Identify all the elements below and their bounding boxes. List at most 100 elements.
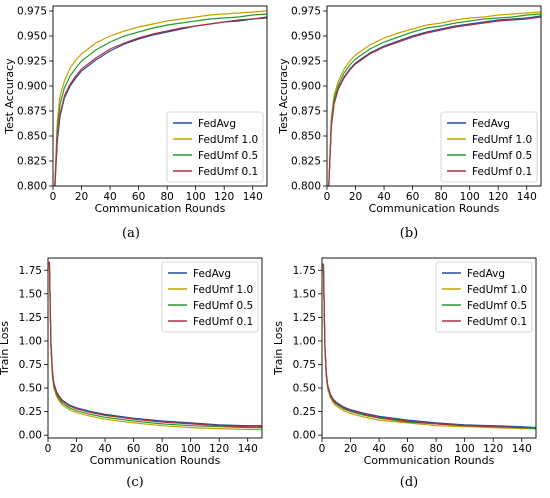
y-axis-label: Train Loss bbox=[0, 321, 11, 376]
y-axis-label: Test Accuracy bbox=[277, 58, 290, 135]
legend-entry: FedAvg bbox=[472, 118, 510, 130]
y-tick-label: 0.75 bbox=[293, 359, 316, 371]
legend-entry: FedAvg bbox=[193, 268, 231, 280]
x-tick-label: 0 bbox=[45, 443, 52, 455]
x-tick-label: 140 bbox=[243, 191, 263, 203]
y-tick-label: 0.800 bbox=[17, 181, 47, 193]
y-tick-label: 0.00 bbox=[293, 430, 316, 442]
series-line-fedumf-0-1 bbox=[48, 261, 262, 428]
x-tick-label: 100 bbox=[460, 191, 480, 203]
y-tick-label: 1.00 bbox=[19, 335, 42, 347]
legend-entry: FedUmf 0.5 bbox=[467, 300, 527, 312]
y-tick-label: 1.25 bbox=[19, 312, 42, 324]
panel-caption: (d) bbox=[400, 475, 418, 490]
y-tick-label: 0.900 bbox=[17, 81, 47, 93]
legend-box bbox=[161, 261, 259, 333]
chart-panel-2: 0 20 40 60 80 100 120 140 0.800 0.825 0.850 0.875 0.… bbox=[277, 5, 542, 241]
x-tick-label: 0 bbox=[324, 191, 331, 203]
x-tick-label: 120 bbox=[214, 191, 234, 203]
y-axis-label: Test Accuracy bbox=[3, 58, 16, 135]
x-tick-label: 120 bbox=[483, 443, 503, 455]
y-tick-label: 0.925 bbox=[291, 56, 321, 68]
plot-frame bbox=[321, 257, 537, 439]
legend-entry: FedUmf 1.0 bbox=[467, 284, 527, 296]
x-axis-label: Communication Rounds bbox=[364, 454, 495, 467]
y-tick-label: 0.925 bbox=[17, 56, 47, 68]
y-tick-label: 0.975 bbox=[291, 6, 321, 18]
x-tick-label: 20 bbox=[75, 191, 88, 203]
legend-box bbox=[440, 111, 538, 183]
x-tick-label: 60 bbox=[127, 443, 140, 455]
legend-entry: FedUmf 1.0 bbox=[472, 134, 532, 146]
y-tick-label: 0.800 bbox=[291, 181, 321, 193]
y-tick-label: 0.825 bbox=[291, 156, 321, 168]
y-tick-label: 0.50 bbox=[293, 383, 316, 395]
series-line-fedumf-0-1 bbox=[328, 16, 541, 186]
y-tick-label: 0.850 bbox=[17, 131, 47, 143]
y-tick-label: 1.00 bbox=[293, 335, 316, 347]
panel-caption: (a) bbox=[122, 226, 140, 241]
plot-frame bbox=[47, 257, 263, 439]
x-tick-label: 40 bbox=[103, 191, 116, 203]
x-tick-label: 80 bbox=[160, 191, 173, 203]
x-tick-label: 40 bbox=[98, 443, 111, 455]
x-tick-label: 100 bbox=[186, 191, 206, 203]
y-tick-label: 0.875 bbox=[17, 106, 47, 118]
y-tick-label: 0.00 bbox=[19, 430, 42, 442]
x-tick-label: 100 bbox=[455, 443, 475, 455]
x-tick-label: 120 bbox=[488, 191, 508, 203]
y-tick-label: 0.900 bbox=[291, 81, 321, 93]
legend-box bbox=[435, 261, 533, 333]
x-tick-label: 0 bbox=[319, 443, 326, 455]
y-tick-label: 0.825 bbox=[17, 156, 47, 168]
series-line-fedumf-1-0 bbox=[54, 10, 267, 186]
y-tick-label: 1.50 bbox=[293, 288, 316, 300]
y-tick-label: 0.75 bbox=[19, 359, 42, 371]
panel-caption: (c) bbox=[126, 475, 143, 490]
x-tick-label: 80 bbox=[155, 443, 168, 455]
legend-entry: FedUmf 0.5 bbox=[472, 150, 532, 162]
x-tick-label: 40 bbox=[377, 191, 390, 203]
x-tick-label: 140 bbox=[517, 191, 537, 203]
x-tick-label: 40 bbox=[372, 443, 385, 455]
legend: FedAvg FedUmf 1.0 FedUmf 0.5 FedUmf 0.1 bbox=[435, 261, 533, 333]
x-tick-label: 80 bbox=[434, 191, 447, 203]
x-axis-label: Communication Rounds bbox=[95, 202, 226, 215]
y-tick-label: 1.75 bbox=[293, 265, 316, 277]
x-tick-label: 60 bbox=[401, 443, 414, 455]
plot-frame bbox=[326, 5, 542, 187]
x-tick-label: 140 bbox=[512, 443, 532, 455]
legend-entry: FedUmf 0.1 bbox=[198, 166, 258, 178]
y-axis-label: Train Loss bbox=[272, 321, 285, 376]
chart-panel-4: 0 20 40 60 80 100 120 140 0.00 0.25 0.50 0.75 1.00 1.… bbox=[272, 257, 537, 490]
legend: FedAvg FedUmf 1.0 FedUmf 0.5 FedUmf 0.1 bbox=[440, 111, 538, 183]
legend-entry: FedUmf 1.0 bbox=[198, 134, 258, 146]
legend-entry: FedAvg bbox=[467, 268, 505, 280]
series-line-fedumf-0-1 bbox=[54, 17, 267, 186]
y-tick-label: 0.25 bbox=[293, 406, 316, 418]
legend-entry: FedUmf 0.5 bbox=[193, 300, 253, 312]
plot-frame bbox=[52, 5, 268, 187]
legend: FedAvg FedUmf 1.0 FedUmf 0.5 FedUmf 0.1 bbox=[166, 111, 264, 183]
y-tick-label: 0.950 bbox=[291, 31, 321, 43]
legend-entry: FedUmf 1.0 bbox=[193, 284, 253, 296]
x-tick-label: 0 bbox=[50, 191, 57, 203]
legend-entry: FedUmf 0.1 bbox=[472, 166, 532, 178]
x-axis-label: Communication Rounds bbox=[90, 454, 221, 467]
y-tick-label: 1.75 bbox=[19, 265, 42, 277]
y-tick-label: 0.25 bbox=[19, 406, 42, 418]
y-tick-label: 0.875 bbox=[291, 106, 321, 118]
legend-entry: FedAvg bbox=[198, 118, 236, 130]
x-tick-label: 80 bbox=[429, 443, 442, 455]
x-axis-label: Communication Rounds bbox=[369, 202, 500, 215]
legend-entry: FedUmf 0.1 bbox=[467, 316, 527, 328]
y-tick-label: 0.975 bbox=[17, 6, 47, 18]
series-line-fedumf-0-5 bbox=[54, 13, 267, 186]
chart-panel-1: 0 20 40 60 80 100 120 140 0.800 0.825 0.850 0.875 0.… bbox=[3, 5, 268, 241]
panel-caption: (b) bbox=[400, 226, 418, 241]
x-tick-label: 20 bbox=[70, 443, 83, 455]
x-tick-label: 60 bbox=[406, 191, 419, 203]
series-line-fedumf-0-5 bbox=[328, 13, 541, 186]
x-tick-label: 100 bbox=[181, 443, 201, 455]
